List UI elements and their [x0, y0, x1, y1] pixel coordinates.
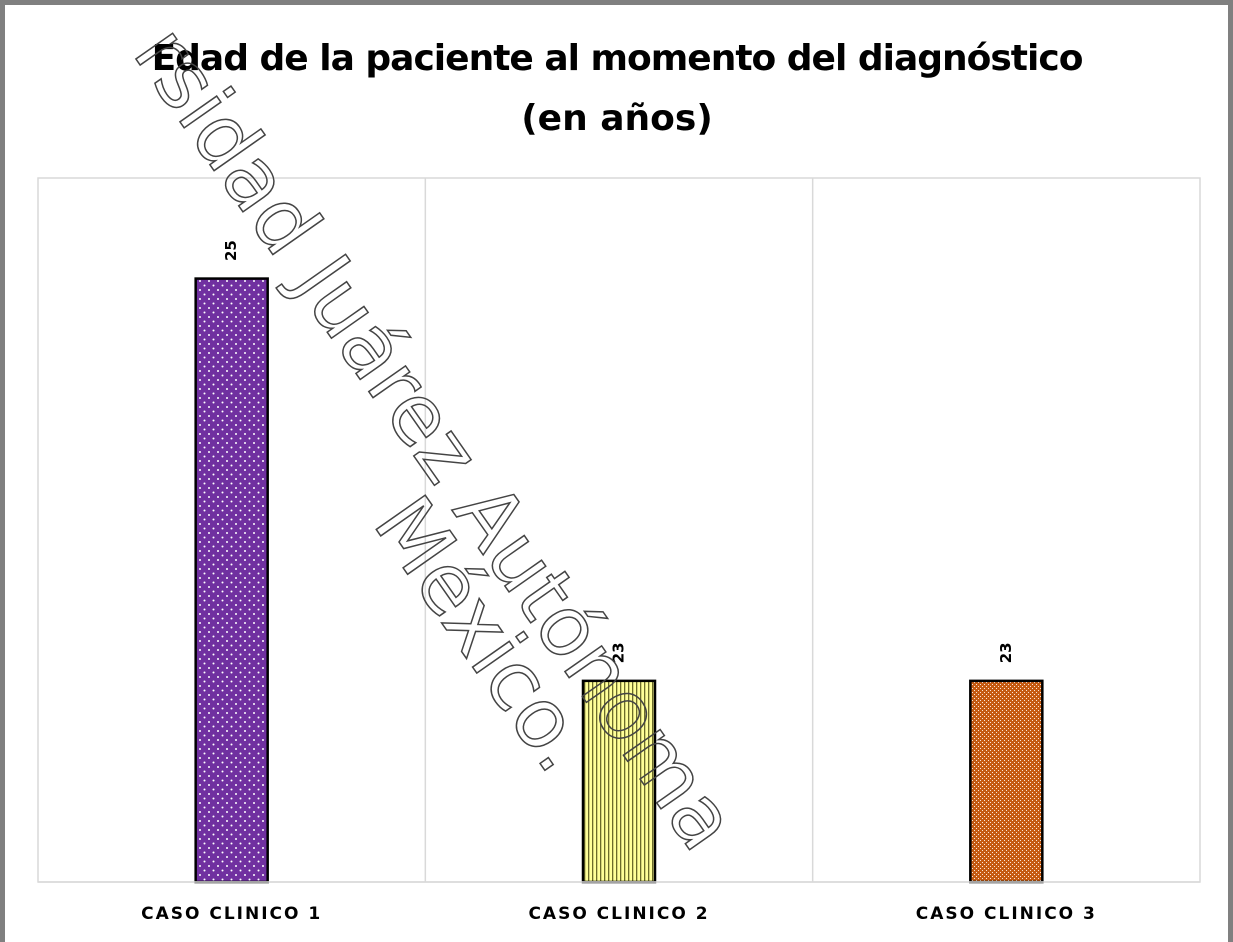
x-tick-label: CASO CLINICO 2: [528, 904, 709, 924]
data-label: 23: [997, 642, 1015, 663]
bar: [581, 679, 657, 884]
bar: [194, 277, 269, 884]
x-tick-label: CASO CLINICO 1: [141, 904, 322, 924]
chart-title: Edad de la paciente al momento del diagn…: [152, 38, 1083, 79]
x-tick-label: CASO CLINICO 3: [916, 904, 1097, 924]
chart-title: (en años): [521, 98, 713, 139]
data-label: 25: [222, 240, 240, 261]
bar: [969, 679, 1044, 884]
data-label: 23: [610, 642, 628, 663]
